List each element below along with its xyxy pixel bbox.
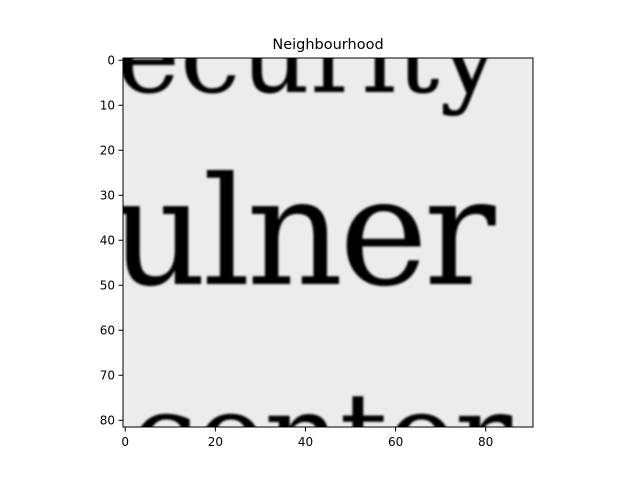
- x-tick-label: 40: [298, 435, 313, 449]
- text-line-middle: ulner: [110, 146, 496, 320]
- paper-background: [123, 58, 533, 427]
- y-tick-label: 70: [100, 369, 115, 383]
- x-tick-label: 20: [208, 435, 223, 449]
- y-axis: 0 10 20 30 40 50 60 70 80: [100, 54, 123, 428]
- y-tick-label: 20: [100, 144, 115, 158]
- chart-title: Neighbourhood: [272, 37, 383, 53]
- y-tick-label: 60: [100, 324, 115, 338]
- image-area: ecurity ulner center: [110, 0, 533, 480]
- y-tick-label: 0: [107, 54, 115, 68]
- text-line-bottom: center: [130, 368, 513, 480]
- x-tick-label: 60: [388, 435, 403, 449]
- plot-frame: [122, 57, 534, 428]
- y-tick-label: 30: [100, 189, 115, 203]
- y-tick-label: 80: [100, 414, 115, 428]
- x-tick-label: 80: [478, 435, 493, 449]
- y-tick-label: 40: [100, 234, 115, 248]
- x-axis: 0 20 40 60 80: [121, 427, 493, 449]
- y-tick-label: 50: [100, 279, 115, 293]
- y-tick-label: 10: [100, 99, 115, 113]
- x-tick-label: 0: [121, 435, 129, 449]
- text-line-top: ecurity: [116, 0, 501, 118]
